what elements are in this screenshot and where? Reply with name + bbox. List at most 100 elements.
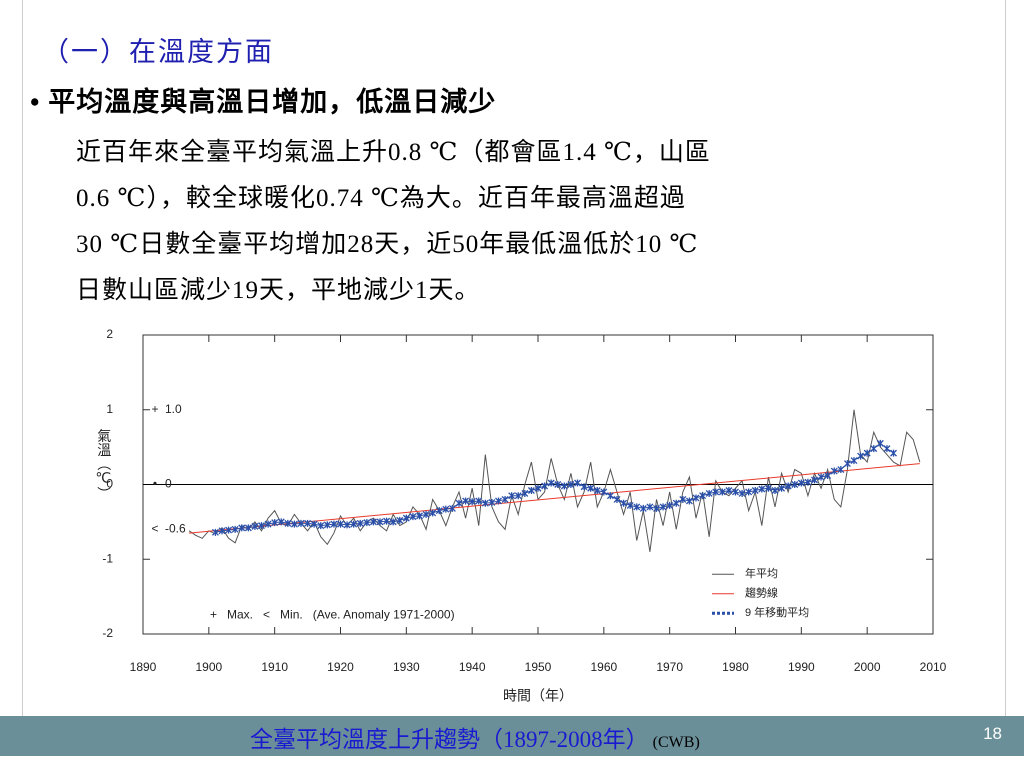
series-star — [310, 520, 318, 528]
series-star — [514, 492, 522, 500]
series-star — [791, 481, 799, 488]
series-star — [435, 507, 443, 515]
series-star — [764, 484, 772, 492]
series-star — [725, 486, 733, 494]
series-line — [189, 463, 920, 534]
series-star — [264, 520, 272, 528]
series-star — [751, 486, 759, 494]
series-star — [685, 497, 693, 505]
series-star — [521, 489, 529, 497]
series-star — [455, 499, 463, 507]
series-star — [699, 492, 707, 500]
series-star — [396, 516, 404, 524]
series-star — [679, 495, 687, 503]
reference-label: 1.0 — [165, 402, 182, 416]
series-star — [429, 509, 437, 517]
series-star — [376, 518, 384, 526]
series-star — [369, 518, 377, 526]
series-star — [797, 479, 805, 487]
series-star — [659, 503, 667, 511]
y-tick-label: 2 — [106, 327, 113, 341]
series-star — [284, 519, 292, 527]
series-star — [541, 482, 549, 490]
series-star — [830, 467, 838, 475]
x-tick-label: 1920 — [327, 660, 354, 674]
series-star — [876, 439, 884, 447]
x-tick-label: 1960 — [590, 660, 617, 674]
series-star — [547, 479, 555, 487]
y-tick-label: -2 — [102, 626, 113, 640]
paragraph-line: 0.6 ℃），較全球暖化0.74 ℃為大。近百年最高溫超過 — [76, 185, 686, 212]
x-tick-label: 2000 — [854, 660, 881, 674]
x-axis-label: 時間（年） — [503, 688, 573, 704]
x-tick-label: 2010 — [920, 660, 947, 674]
series-star — [350, 520, 358, 528]
bullet-text: 平均溫度與高溫日增加，低溫日減少 — [48, 87, 497, 117]
series-star — [843, 460, 851, 468]
page-number: 18 — [983, 724, 1002, 743]
series-star — [817, 473, 825, 481]
series-star — [508, 492, 516, 500]
slide-title: （一）在溫度方面 — [42, 37, 274, 67]
chart: 1890 1900 1910 1920 1930 1940 1950 1960 1970 1980… — [96, 327, 947, 704]
paragraph-line: 日數山區減少19天，平地減少1天。 — [76, 277, 481, 304]
series-star — [363, 519, 371, 527]
series-star — [356, 519, 364, 527]
series-star — [323, 521, 331, 529]
series-star — [244, 524, 252, 532]
series-star — [481, 499, 489, 507]
series-star — [745, 488, 753, 496]
series-star — [554, 481, 562, 488]
paragraph-line: 近百年來全臺平均氣溫上升0.8 ℃（都會區1.4 ℃，山區 — [76, 139, 711, 166]
series-star — [824, 472, 832, 480]
y-tick-label: 0 — [106, 477, 113, 491]
series-star — [534, 484, 542, 492]
reference-symbol: < — [151, 522, 158, 536]
slide-frame — [22, 0, 1006, 716]
x-tick-label: 1910 — [261, 660, 288, 674]
series-star — [475, 497, 483, 505]
series-star — [837, 466, 845, 474]
series-star — [620, 499, 628, 507]
series-star — [613, 495, 621, 503]
series-star — [718, 488, 726, 496]
series-star — [850, 457, 858, 465]
series-star — [738, 489, 746, 497]
series-star — [811, 476, 818, 484]
series-star — [304, 519, 312, 527]
x-tick-label: 1950 — [525, 660, 552, 674]
series-star — [758, 485, 766, 493]
series-star — [448, 504, 456, 512]
series-star — [251, 522, 259, 530]
series-star — [692, 494, 700, 502]
series-star — [218, 527, 226, 535]
series-star — [442, 505, 450, 513]
series-star — [389, 518, 397, 526]
series-star — [343, 521, 351, 529]
x-tick-label: 1890 — [130, 660, 157, 674]
series-star — [870, 445, 878, 453]
series-star — [501, 495, 509, 503]
series-star — [639, 504, 647, 512]
series-star — [778, 484, 786, 492]
series-star — [462, 497, 470, 505]
series-star — [712, 488, 720, 496]
series-star — [488, 498, 496, 506]
series-star — [416, 512, 423, 520]
reference-symbol: + — [151, 402, 158, 416]
legend-label: 趨勢線 — [745, 586, 778, 600]
series-star — [672, 499, 680, 507]
series-star — [317, 522, 325, 530]
series-star — [258, 522, 265, 530]
x-tick-label: 1930 — [393, 660, 420, 674]
series-star — [231, 525, 239, 533]
series-star — [527, 486, 535, 494]
x-tick-label: 1940 — [459, 660, 486, 674]
series-star — [574, 479, 581, 487]
series-star — [863, 449, 871, 457]
series-star — [606, 492, 614, 500]
series-star — [890, 449, 897, 457]
footer: 全臺平均溫度上升趨勢（1897-2008年） (CWB) 18 — [0, 716, 1024, 756]
series-star — [857, 452, 865, 460]
series-star — [580, 483, 588, 491]
